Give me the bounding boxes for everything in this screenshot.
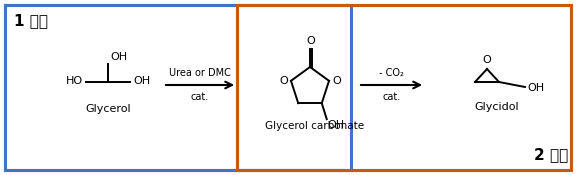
Text: OH: OH (527, 83, 544, 93)
Bar (237, 5, 571, 170)
Text: OH: OH (110, 52, 127, 62)
Text: OH: OH (133, 76, 150, 86)
Text: OH: OH (328, 120, 345, 130)
Text: Glycidol: Glycidol (475, 102, 520, 112)
Text: O: O (306, 36, 316, 46)
Text: 2 단계: 2 단계 (534, 147, 568, 162)
Text: cat.: cat. (382, 92, 401, 102)
Text: - CO₂: - CO₂ (379, 68, 404, 78)
Text: HO: HO (66, 76, 83, 86)
Text: cat.: cat. (191, 92, 209, 102)
Text: O: O (483, 55, 491, 65)
Bar (5, 5, 351, 170)
Text: Urea or DMC: Urea or DMC (169, 68, 231, 78)
Text: 1 단계: 1 단계 (14, 13, 48, 28)
Bar (237, 5, 571, 170)
Text: O: O (332, 76, 341, 86)
Text: Glycerol carbonate: Glycerol carbonate (266, 121, 365, 131)
Text: O: O (279, 76, 288, 86)
Text: Glycerol: Glycerol (85, 104, 131, 114)
Bar (5, 5, 351, 170)
